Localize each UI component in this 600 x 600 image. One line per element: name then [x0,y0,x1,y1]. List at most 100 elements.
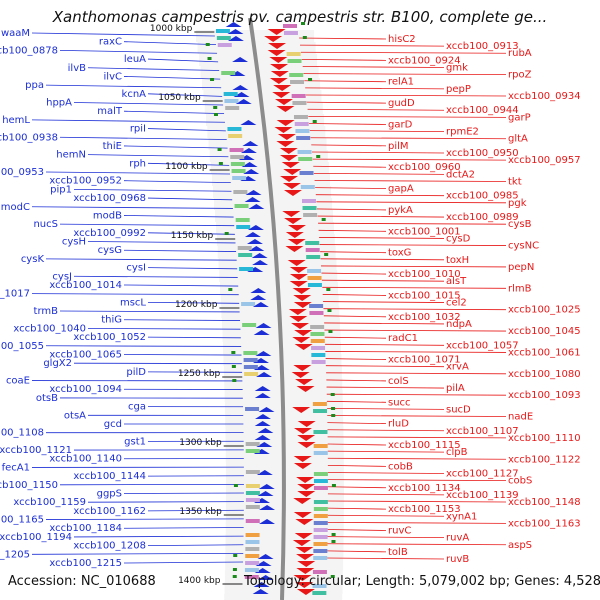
feature-category-mark [295,129,310,133]
ruler-label: 1150 kbp [171,231,214,241]
right-gene-label: xccb100_1001 [388,226,461,237]
feature-category-mark [312,584,327,588]
feature-category-mark [283,31,298,35]
forward-gene-feature [295,379,314,385]
reverse-gene-feature [246,239,263,244]
genome-backbone [248,17,286,600]
forward-gene-feature [276,141,295,147]
right-gene-label: xccb100_1107 [446,426,519,437]
right-gene-label: xccb100_0944 [446,105,519,116]
right-gene-label: ndpA [446,319,472,330]
left-gene-label: waaM [1,28,30,39]
right-label-connector [327,479,507,482]
left-label-connector [45,518,244,520]
right-label-connector [319,244,507,246]
right-label-connector [327,436,507,439]
reverse-gene-feature [257,575,274,580]
left-gene-label: hemL [2,115,30,126]
track-mark [232,568,237,571]
left-label-connector [73,102,224,106]
forward-gene-feature [285,232,304,238]
track-mark [224,232,229,235]
right-gene-label: clpB [446,447,468,458]
left-gene-label: otsB [36,393,58,404]
reverse-gene-feature [243,169,260,174]
feature-category-mark [300,185,315,189]
forward-gene-feature [296,568,315,574]
ruler-label: 1350 kbp [179,507,222,517]
left-label-connector [31,552,244,555]
right-gene-label: cysD [446,233,471,244]
right-label-connector [312,158,507,161]
feature-category-mark [290,80,305,84]
right-gene-label: rubA [508,48,532,59]
right-label-connector [310,137,507,140]
left-gene-label: coaE [6,376,30,387]
forward-gene-feature [267,29,286,35]
right-label-connector [324,322,445,325]
left-gene-label: xccb100_1215 [49,558,122,569]
right-gene-label: xccb100_1115 [388,440,461,451]
forward-gene-feature [293,456,312,462]
left-gene-label: thiE [103,141,122,152]
feature-category-mark [298,157,313,161]
feature-category-mark [232,176,247,180]
reverse-gene-feature [250,288,267,293]
forward-gene-feature [292,288,311,294]
right-gene-label: rlmB [508,283,532,294]
track-mark [233,554,238,557]
right-gene-label: garD [388,119,413,130]
right-label-connector [316,201,507,204]
forward-gene-feature [269,78,288,84]
ruler-label: 1200 kbp [175,300,218,310]
feature-category-mark [243,358,258,362]
forward-gene-feature [292,540,311,546]
track-mark [308,78,313,81]
feature-category-mark [313,521,328,525]
right-label-connector [320,258,445,261]
right-gene-label: xccb100_0960 [388,162,461,173]
track-mark [231,365,236,368]
left-label-connector [45,84,222,89]
right-label-connector [301,58,387,61]
forward-gene-feature [289,316,308,322]
right-label-connector [327,493,445,496]
left-gene-label: cga [128,402,146,413]
track-mark [210,78,215,81]
right-gene-label: ruvA [446,533,469,544]
forward-gene-feature [274,99,293,105]
right-gene-label: xccb100_1148 [508,497,581,508]
left-gene-label: cysI [126,263,146,274]
feature-category-mark [310,325,325,329]
feature-category-mark [245,519,260,523]
feature-category-mark [224,99,239,103]
left-gene-label: xccb100_0938 [0,132,58,143]
forward-gene-feature [289,267,308,273]
left-gene-label: nucS [33,219,58,230]
right-label-connector [315,194,445,197]
left-gene-label: xccb100_0878 [0,45,58,56]
forward-gene-feature [293,463,312,469]
reverse-gene-feature [252,589,269,594]
right-gene-label: xccb100_1061 [508,347,581,358]
feature-category-mark [233,190,248,194]
reverse-gene-feature [252,260,269,265]
left-label-connector [147,197,233,201]
right-label-connector [300,51,507,54]
left-label-connector [31,206,233,209]
right-gene-label: xccb100_1110 [508,433,581,444]
forward-gene-feature [287,239,306,245]
right-label-connector [327,415,507,417]
feature-category-mark [313,479,328,483]
feature-category-mark [305,241,320,245]
right-gene-label: cobS [508,476,532,487]
feature-category-mark [217,43,232,47]
feature-category-mark [283,24,298,28]
left-gene-label: fecA1 [2,462,30,473]
reverse-gene-feature [259,519,276,524]
right-label-connector [306,101,387,104]
right-gene-label: ruvC [388,526,411,537]
feature-category-mark [245,498,260,502]
track-mark [218,162,223,165]
left-gene-label: gst1 [124,436,146,447]
